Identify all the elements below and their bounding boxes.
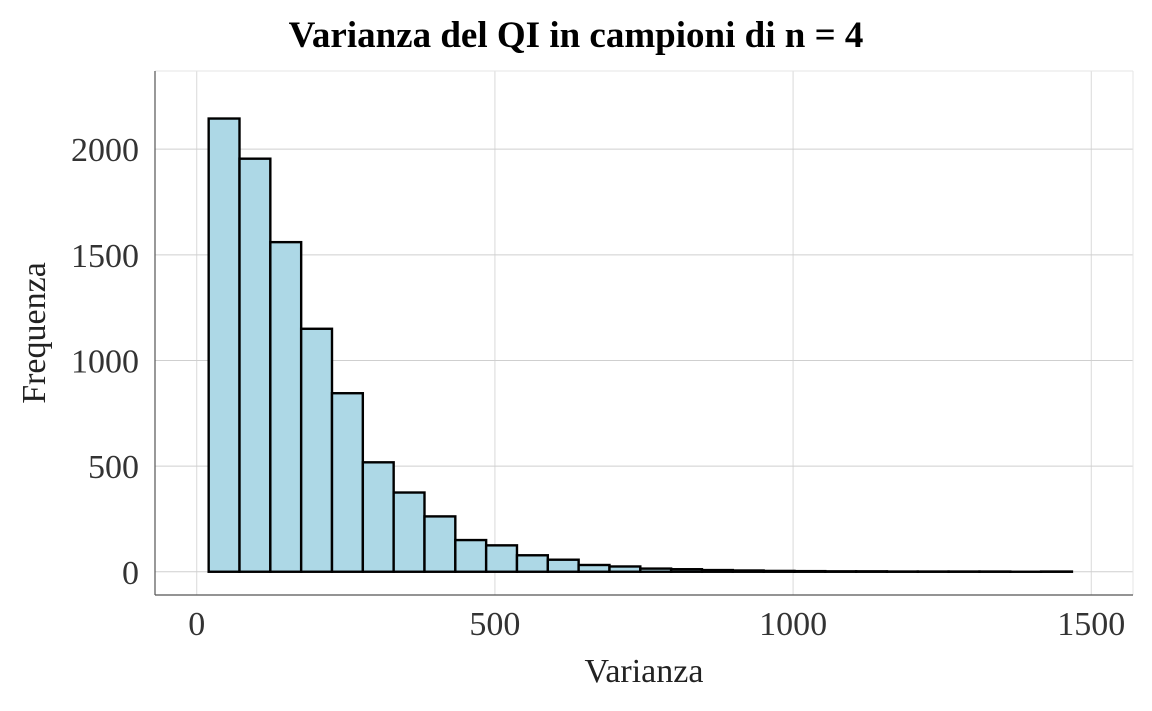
histogram-bar-7 [392, 491, 426, 573]
histogram-bar-16 [669, 568, 704, 573]
y-tick-label: 1500 [71, 238, 139, 275]
x-tick-label: 500 [469, 606, 520, 643]
histogram-bar-6 [361, 461, 395, 573]
histogram-bar-15 [639, 567, 673, 573]
y-tick-label: 1000 [71, 343, 139, 380]
x-axis-title: Varianza [585, 653, 704, 690]
histogram-bar-5 [330, 392, 365, 573]
chart-title: Varianza del QI in campioni di n = 4 [288, 15, 864, 56]
x-tick-label: 1500 [1057, 606, 1125, 643]
histogram-bar-4 [299, 327, 334, 573]
y-tick-label: 500 [88, 449, 139, 486]
histogram-bar-13 [577, 563, 611, 573]
histogram-bar-11 [515, 554, 550, 573]
x-tick-label: 0 [188, 606, 205, 643]
histogram-bar-17 [700, 568, 734, 573]
histogram-bar-3 [269, 240, 303, 573]
histogram-bars [207, 117, 1074, 573]
histogram-bar-14 [608, 565, 642, 573]
y-tick-label: 2000 [71, 132, 139, 169]
histogram-bar-8 [423, 515, 457, 573]
histogram-bar-18 [731, 569, 765, 573]
histogram-bar-1 [207, 117, 241, 573]
x-tick-label: 1000 [759, 606, 827, 643]
histogram-bar-2 [238, 157, 272, 573]
histogram-bar-20 [793, 569, 827, 573]
y-tick-label: 0 [122, 555, 139, 592]
histogram-bar-12 [546, 558, 580, 573]
histogram-bar-19 [762, 569, 796, 573]
histogram-bar-9 [454, 538, 488, 573]
tick-labels: 0 500 1000 1500 0 500 1000 1500 2000 [71, 132, 1125, 643]
grid-lines [155, 70, 1134, 595]
histogram-bar-10 [484, 544, 519, 573]
axes [154, 71, 1133, 596]
y-axis-title: Frequenza [16, 262, 53, 404]
